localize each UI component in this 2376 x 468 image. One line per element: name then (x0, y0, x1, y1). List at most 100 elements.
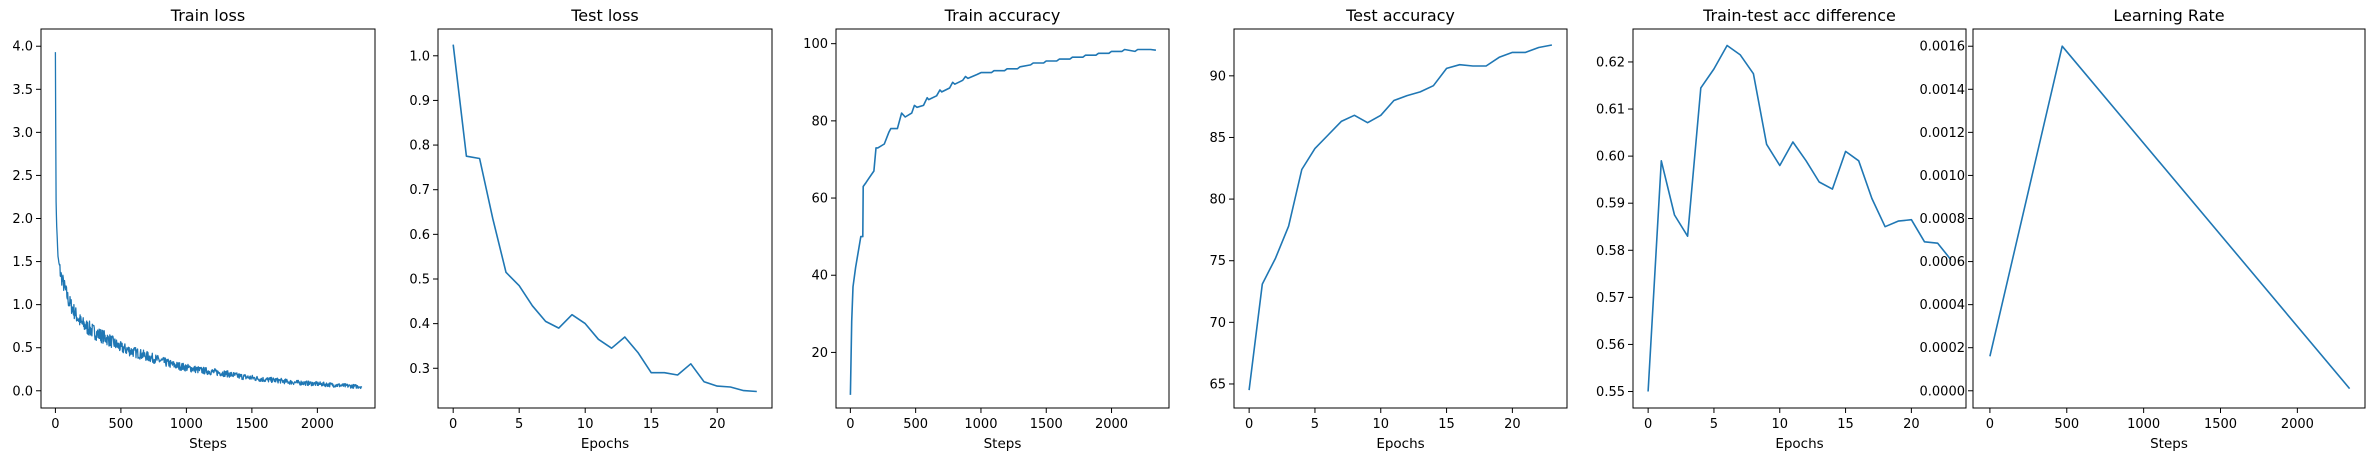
y-tick-label: 0.5 (12, 341, 33, 356)
axes-frame (1233, 28, 1568, 409)
x-axis-label: Epochs (1376, 436, 1424, 452)
x-tick-label: 500 (903, 417, 928, 432)
series-line-1 (1248, 44, 1553, 391)
y-tick-label: 0.0006 (1920, 255, 1966, 270)
axes-frame (1972, 28, 2366, 409)
chart-title: Train loss (170, 6, 245, 25)
series-line-1 (54, 52, 363, 390)
y-tick-label: 4.0 (12, 40, 33, 55)
y-tick-label: 0.0016 (1920, 40, 1966, 55)
y-tick-label: 90 (1209, 69, 1226, 84)
y-tick-label: 0.0014 (1920, 83, 1966, 98)
y-tick-label: 60 (811, 192, 828, 207)
axes-frame (40, 28, 376, 409)
x-tick-label: 10 (1771, 417, 1788, 432)
chart-title: Learning Rate (2113, 6, 2224, 25)
y-tick-label: 0.6 (409, 228, 430, 243)
y-tick-label: 0.0008 (1920, 212, 1966, 227)
x-axis-label: Epochs (1775, 436, 1823, 452)
y-tick-label: 0.3 (409, 362, 430, 377)
y-tick-label: 1.5 (12, 255, 33, 270)
y-tick-label: 3.0 (12, 126, 33, 141)
x-axis-label: Steps (189, 436, 227, 452)
y-tick-label: 0.9 (409, 94, 430, 109)
y-tick-label: 0.62 (1596, 55, 1625, 70)
y-tick-label: 0.60 (1596, 150, 1625, 165)
axes-frame (835, 28, 1170, 409)
series-line-1 (452, 44, 757, 393)
y-tick-label: 100 (803, 37, 828, 52)
chart-title: Test accuracy (1345, 6, 1455, 25)
x-tick-label: 500 (2054, 417, 2079, 432)
y-tick-label: 0.0000 (1920, 384, 1966, 399)
y-tick-label: 0.0002 (1920, 341, 1966, 356)
chart-title: Train accuracy (944, 6, 1061, 25)
y-tick-label: 85 (1209, 131, 1226, 146)
y-tick-label: 80 (1209, 193, 1226, 208)
x-tick-label: 2000 (2281, 417, 2314, 432)
x-tick-label: 0 (846, 417, 854, 432)
x-tick-label: 5 (1311, 417, 1319, 432)
series-line-1 (1647, 44, 1952, 392)
series-line-1 (849, 48, 1157, 395)
x-tick-label: 20 (709, 417, 726, 432)
y-tick-label: 0.5 (409, 272, 430, 287)
x-tick-label: 15 (1837, 417, 1854, 432)
x-tick-label: 10 (1372, 417, 1389, 432)
x-tick-label: 1000 (964, 417, 997, 432)
x-axis-label: Steps (984, 436, 1022, 452)
chart-title: Train-test acc difference (1702, 6, 1896, 25)
series-line-1 (1989, 45, 2351, 390)
chart-panel-3: Train accuracy 0 500 1000 1500 2000 20 40 60 80 10… (803, 6, 1170, 452)
y-tick-label: 0.55 (1596, 385, 1625, 400)
y-tick-label: 0.0012 (1920, 126, 1966, 141)
x-tick-label: 1000 (170, 417, 203, 432)
chart-panel-4: Test accuracy 0 5 10 15 20 65 70 75 80 85 90 Epochs (1209, 6, 1568, 452)
y-tick-label: 0.59 (1596, 197, 1625, 212)
axes-frame (1632, 28, 1967, 409)
y-tick-label: 80 (811, 114, 828, 129)
y-tick-label: 0.61 (1596, 103, 1625, 118)
x-tick-label: 0 (51, 417, 59, 432)
y-tick-label: 0.58 (1596, 244, 1625, 259)
x-tick-label: 5 (1710, 417, 1718, 432)
y-tick-label: 0.57 (1596, 291, 1625, 306)
y-tick-label: 0.56 (1596, 338, 1625, 353)
x-tick-label: 15 (643, 417, 660, 432)
y-tick-label: 0.7 (409, 183, 430, 198)
x-tick-label: 2000 (301, 417, 334, 432)
y-tick-label: 75 (1209, 254, 1226, 269)
x-tick-label: 0 (449, 417, 457, 432)
x-tick-label: 0 (1644, 417, 1652, 432)
x-tick-label: 1500 (235, 417, 268, 432)
x-tick-label: 0 (1986, 417, 1994, 432)
chart-panel-1: Train loss 0 500 1000 1500 2000 0.0 0.5 1.0 1.5 2.… (12, 6, 376, 452)
y-tick-label: 0.8 (409, 139, 430, 154)
chart-panel-5: Train-test acc difference 0 5 10 15 20 0.55 0.5… (1596, 6, 1967, 452)
y-tick-label: 2.5 (12, 169, 33, 184)
y-tick-label: 0.0010 (1920, 169, 1966, 184)
y-tick-label: 70 (1209, 316, 1226, 331)
x-tick-label: 20 (1504, 417, 1521, 432)
x-axis-label: Epochs (581, 436, 629, 452)
y-tick-label: 2.0 (12, 212, 33, 227)
x-tick-label: 0 (1245, 417, 1253, 432)
chart-title: Test loss (570, 6, 639, 25)
x-tick-label: 15 (1438, 417, 1455, 432)
x-axis-label: Steps (2150, 436, 2188, 452)
y-tick-label: 20 (811, 346, 828, 361)
x-tick-label: 1500 (2204, 417, 2237, 432)
y-tick-label: 40 (811, 269, 828, 284)
x-tick-label: 500 (108, 417, 133, 432)
axes-frame (437, 28, 773, 409)
x-tick-label: 1500 (1030, 417, 1063, 432)
y-tick-label: 65 (1209, 377, 1226, 392)
x-tick-label: 1000 (2127, 417, 2160, 432)
x-tick-label: 2000 (1095, 417, 1128, 432)
chart-panel-6: Learning Rate 0 500 1000 1500 2000 0.0000 0.000… (1920, 6, 2366, 452)
y-tick-label: 3.5 (12, 83, 33, 98)
y-tick-label: 0.4 (409, 317, 430, 332)
y-tick-label: 1.0 (409, 49, 430, 64)
x-tick-label: 5 (515, 417, 523, 432)
x-tick-label: 10 (577, 417, 594, 432)
